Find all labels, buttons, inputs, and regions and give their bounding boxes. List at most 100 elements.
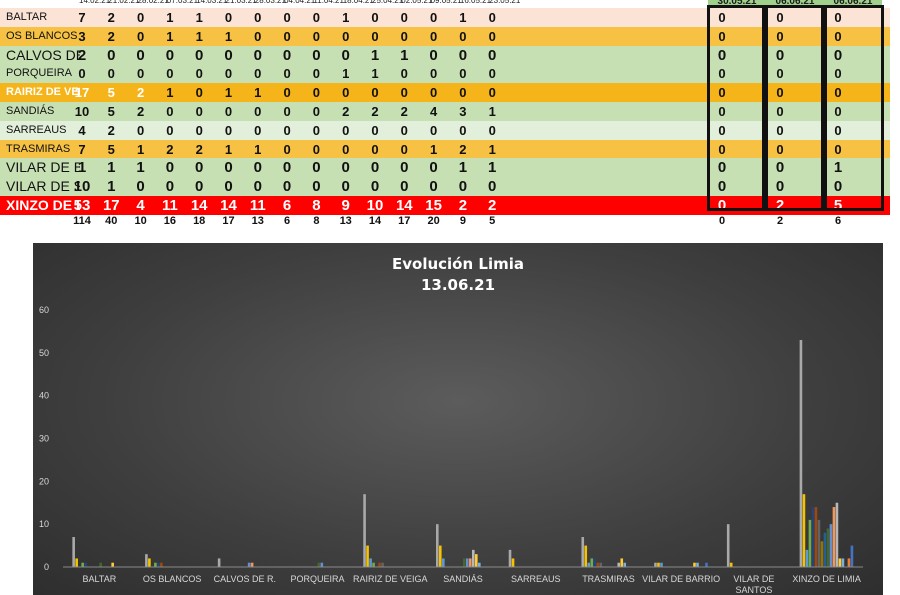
bar: [811, 507, 815, 567]
table-cell: 5: [833, 197, 843, 214]
table-cell: 1: [166, 10, 174, 25]
municipality-name: TRASMIRAS: [6, 142, 71, 155]
table-cell: 0: [282, 46, 292, 64]
table-cell: 0: [312, 28, 320, 44]
municipality-name: VILAR DE SANTOS: [6, 178, 80, 195]
total-cell: 2: [776, 215, 784, 227]
table-cell: 0: [342, 85, 350, 101]
table-cell: 0: [195, 159, 204, 177]
table-cell: 0: [488, 178, 497, 196]
table-row: TRASMIRAS 7 5 1 2 2 1 1 0 0 0 0 0 1 2 1 0 0 0: [0, 139, 890, 159]
table-cell: 0: [312, 104, 320, 119]
table-row: CALVOS DE R2 0 0 0 0 0 0 0 0 0 1 1 0 0 0 0 0 0: [0, 45, 890, 65]
total-cell: 20: [427, 215, 440, 227]
bar: [472, 549, 475, 567]
bar: [620, 558, 624, 567]
table-cell: 0: [400, 159, 409, 177]
table-cell: 0: [224, 104, 233, 119]
table-cell: 4: [136, 197, 145, 214]
table-cell: 14: [190, 197, 208, 214]
total-cell: 14: [368, 215, 382, 227]
table-cell: 0: [775, 178, 785, 196]
table-cell: 0: [459, 85, 467, 101]
table-cell: 0: [776, 104, 784, 119]
table-cell: 0: [429, 46, 438, 64]
table-cell: 0: [370, 178, 380, 196]
bar: [847, 558, 851, 567]
chart-panel: Evolución Limia 13.06.21 0 10 20 30 40 50 60 B…: [33, 243, 883, 595]
bar: [829, 524, 833, 567]
table-cell: 0: [312, 66, 320, 82]
table-cell: 11: [161, 197, 178, 214]
table-cell: 0: [312, 159, 321, 177]
total-cell: 114: [73, 215, 91, 227]
bar: [366, 545, 369, 567]
bar: [320, 562, 324, 567]
table-cell: 0: [459, 28, 467, 44]
bar: [823, 532, 827, 567]
x-category-label: VILAR DE SANTOS: [733, 574, 774, 595]
total-cell: 0: [718, 215, 726, 227]
table-cell: 0: [136, 122, 145, 138]
table-cell: 0: [488, 85, 496, 101]
table-cell: 0: [342, 141, 350, 157]
date-header-cell: 23.05.21: [489, 0, 521, 5]
table-cell: 0: [459, 122, 467, 138]
table-cell: 2: [166, 141, 174, 157]
bar: [148, 558, 151, 567]
table-cell: 0: [371, 141, 379, 157]
bar: [250, 562, 254, 567]
total-cell: 17: [398, 215, 411, 227]
table-cell: 0: [776, 28, 784, 44]
date-header-cell: 14.02.21: [79, 0, 111, 5]
total-cell: 40: [105, 215, 118, 227]
table-cell: 0: [282, 178, 292, 196]
table-cell: 0: [195, 122, 203, 138]
table-cell: 0: [312, 122, 320, 138]
table-row: OS BLANCOS 3 2 0 1 1 1 0 0 0 0 0 0 0 0 0 0 0 0: [0, 26, 890, 46]
table-cell: 7: [78, 141, 86, 157]
bars-group: [72, 339, 854, 567]
bar: [596, 562, 600, 567]
bar: [145, 554, 148, 567]
table-cell: 5: [107, 104, 115, 119]
table-cell: 0: [371, 28, 379, 44]
table-row: SARREAUS 4 2 0 0 0 0 0 0 0 0 0 0 0 0 0 0 0 0: [0, 120, 890, 140]
bar: [381, 562, 384, 567]
table-cell: 0: [224, 122, 233, 138]
bar: [657, 562, 660, 567]
table-cell: 1: [488, 104, 496, 119]
table-cell: 0: [488, 10, 496, 25]
table-cell: 0: [776, 85, 784, 101]
date-header-cell: 18.04.21: [342, 0, 374, 5]
y-tick-label: 10: [39, 519, 49, 529]
bar: [369, 558, 372, 567]
table-cell: 0: [107, 46, 116, 64]
table-cell: 2: [342, 104, 350, 119]
table-cell: 0: [312, 85, 320, 101]
bar: [99, 562, 102, 567]
date-header-cell: 04.04.21: [284, 0, 316, 5]
bar: [508, 549, 512, 567]
table-cell: 10: [366, 197, 384, 214]
table-cell: 0: [429, 10, 438, 25]
table-cell: 3: [459, 104, 467, 119]
total-cell: 13: [339, 215, 352, 227]
table-cell: 7: [78, 10, 86, 25]
highlight-box-3: [824, 5, 884, 211]
table-cell: 2: [107, 28, 115, 44]
table-cell: 3: [78, 28, 86, 44]
bar: [466, 558, 469, 567]
table-cell: 14: [395, 197, 413, 214]
table-cell: 0: [224, 159, 233, 177]
total-cell: 6: [834, 215, 842, 227]
data-table: 14.02.21 21.02.21 28.02.21 07.03.21 14.03.21…: [0, 0, 900, 232]
table-cell: 0: [459, 66, 467, 82]
bar: [154, 562, 157, 567]
bar: [247, 562, 251, 567]
table-cell: 0: [282, 159, 292, 177]
date-header-cell: 16.05.21: [459, 0, 492, 5]
table-cell: 0: [341, 178, 350, 196]
table-cell: 1: [195, 10, 203, 25]
table-cell: 0: [776, 66, 784, 82]
